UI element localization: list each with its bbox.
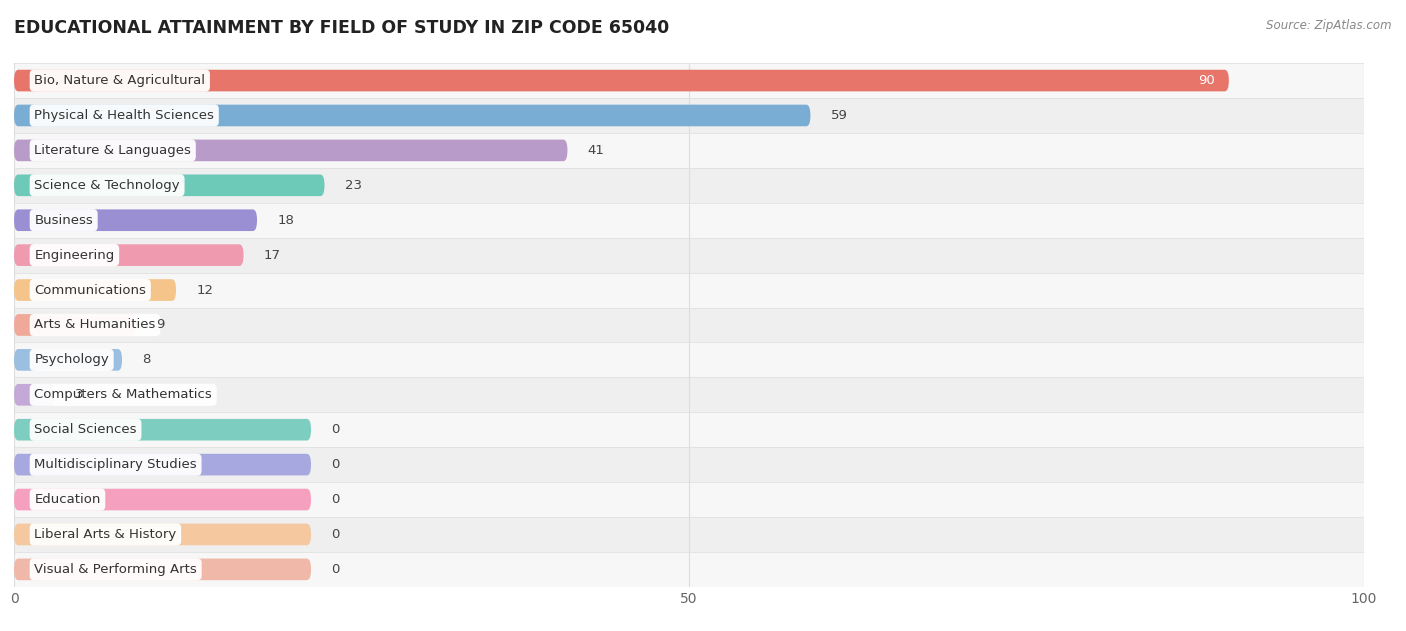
FancyBboxPatch shape (14, 524, 311, 545)
Text: Education: Education (34, 493, 101, 506)
Text: 17: 17 (264, 249, 281, 262)
Text: 59: 59 (831, 109, 848, 122)
Text: Psychology: Psychology (34, 353, 110, 367)
Text: 90: 90 (1198, 74, 1215, 87)
Bar (14, 552, 1364, 587)
FancyBboxPatch shape (14, 139, 568, 161)
Text: 8: 8 (142, 353, 150, 367)
Bar (14, 98, 1364, 133)
Bar (14, 238, 1364, 273)
Text: Liberal Arts & History: Liberal Arts & History (34, 528, 177, 541)
FancyBboxPatch shape (14, 489, 311, 510)
FancyBboxPatch shape (14, 314, 135, 336)
Text: Engineering: Engineering (34, 249, 114, 262)
FancyBboxPatch shape (14, 349, 122, 370)
Text: 9: 9 (156, 319, 165, 331)
Bar (14, 482, 1364, 517)
Text: 0: 0 (332, 563, 340, 576)
FancyBboxPatch shape (14, 175, 325, 196)
Text: EDUCATIONAL ATTAINMENT BY FIELD OF STUDY IN ZIP CODE 65040: EDUCATIONAL ATTAINMENT BY FIELD OF STUDY… (14, 19, 669, 37)
Text: 3: 3 (75, 388, 83, 401)
Bar (14, 273, 1364, 307)
Bar (14, 168, 1364, 203)
Text: Multidisciplinary Studies: Multidisciplinary Studies (34, 458, 197, 471)
Text: Literature & Languages: Literature & Languages (34, 144, 191, 157)
FancyBboxPatch shape (14, 244, 243, 266)
Bar (14, 412, 1364, 447)
Text: 0: 0 (332, 458, 340, 471)
Text: Physical & Health Sciences: Physical & Health Sciences (34, 109, 214, 122)
FancyBboxPatch shape (14, 419, 311, 440)
Bar (14, 377, 1364, 412)
Bar (14, 307, 1364, 343)
FancyBboxPatch shape (14, 454, 311, 475)
FancyBboxPatch shape (14, 384, 55, 406)
Text: Business: Business (34, 214, 93, 227)
FancyBboxPatch shape (14, 280, 176, 301)
Text: Source: ZipAtlas.com: Source: ZipAtlas.com (1267, 19, 1392, 32)
Text: Social Sciences: Social Sciences (34, 423, 136, 436)
Text: 0: 0 (332, 493, 340, 506)
Text: Computers & Mathematics: Computers & Mathematics (34, 388, 212, 401)
Text: Communications: Communications (34, 283, 146, 297)
Bar (14, 133, 1364, 168)
Text: Visual & Performing Arts: Visual & Performing Arts (34, 563, 197, 576)
Bar (14, 447, 1364, 482)
Bar (14, 63, 1364, 98)
FancyBboxPatch shape (14, 105, 810, 126)
FancyBboxPatch shape (14, 209, 257, 231)
Text: 0: 0 (332, 423, 340, 436)
Text: 23: 23 (344, 179, 361, 192)
FancyBboxPatch shape (14, 558, 311, 580)
Text: 18: 18 (277, 214, 294, 227)
Bar (14, 343, 1364, 377)
Text: Bio, Nature & Agricultural: Bio, Nature & Agricultural (34, 74, 205, 87)
Bar (14, 517, 1364, 552)
Text: Science & Technology: Science & Technology (34, 179, 180, 192)
Bar (14, 203, 1364, 238)
FancyBboxPatch shape (14, 70, 1229, 91)
Text: 12: 12 (197, 283, 214, 297)
Text: 41: 41 (588, 144, 605, 157)
Text: 0: 0 (332, 528, 340, 541)
Text: Arts & Humanities: Arts & Humanities (34, 319, 156, 331)
